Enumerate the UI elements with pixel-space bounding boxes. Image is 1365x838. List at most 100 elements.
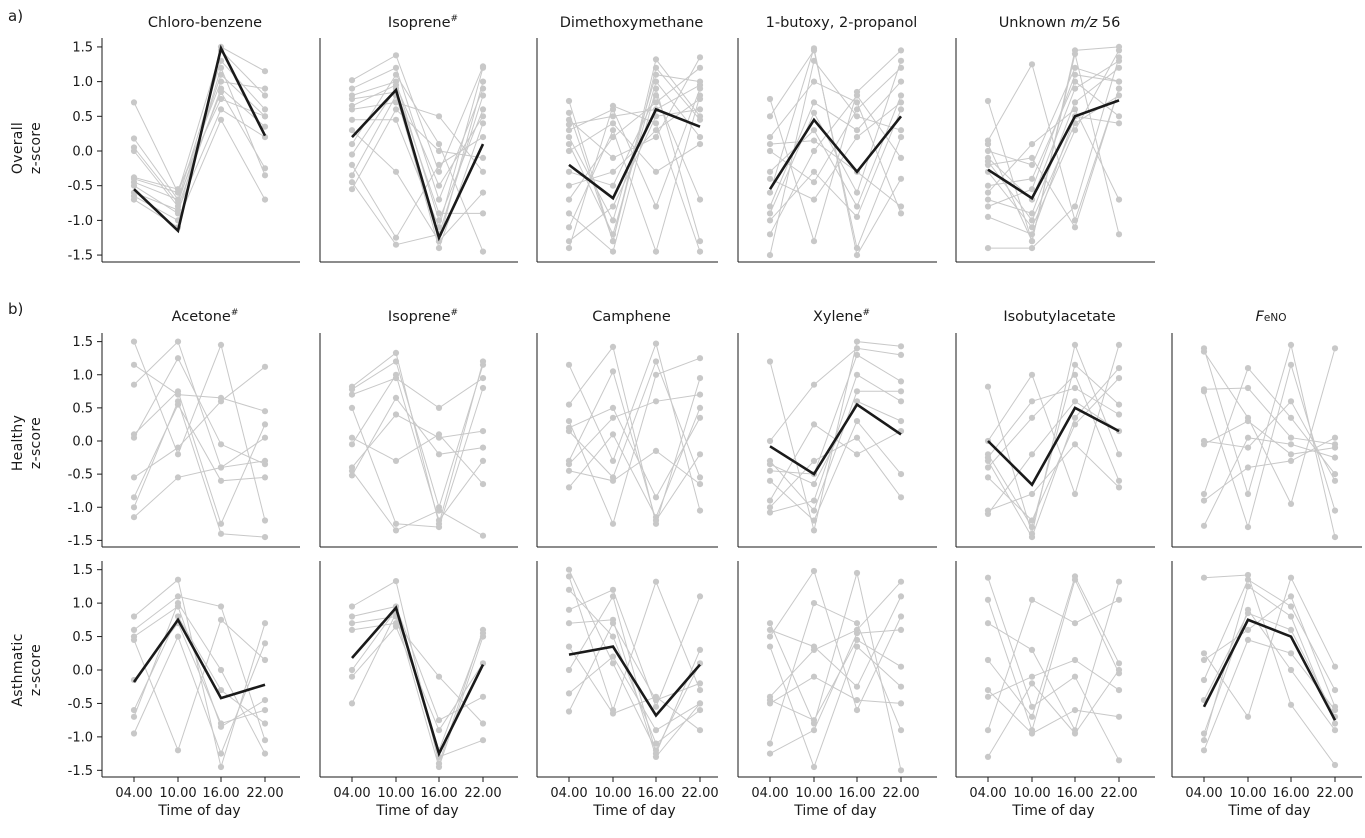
- panel-title: Isobutylacetate: [1003, 309, 1115, 325]
- individual-point: [609, 520, 617, 527]
- individual-point: [565, 467, 573, 474]
- individual-point: [435, 147, 443, 155]
- individual-line: [1203, 437, 1336, 501]
- individual-point: [897, 47, 905, 54]
- panel-title-italic: F: [1256, 309, 1265, 325]
- individual-line: [987, 581, 1120, 732]
- individual-point: [392, 527, 400, 534]
- individual-point: [609, 457, 617, 464]
- individual-point: [565, 224, 573, 231]
- individual-point: [853, 113, 861, 120]
- individual-line: [769, 596, 902, 688]
- individual-point: [174, 388, 182, 395]
- individual-point: [853, 707, 861, 714]
- individual-point: [130, 135, 138, 142]
- panel-letter-b: b): [8, 300, 23, 318]
- panel-3-5: 04.00 10.00 16.00 22.00 Time of day: [955, 561, 1155, 819]
- individual-point: [853, 92, 861, 99]
- individual-line: [568, 345, 701, 526]
- individual-point: [766, 461, 774, 468]
- individual-point: [261, 134, 269, 141]
- individual-point: [435, 434, 443, 441]
- individual-point: [1244, 576, 1252, 583]
- individual-point: [1200, 650, 1208, 657]
- individual-point: [174, 633, 182, 640]
- individual-point: [130, 626, 138, 634]
- individual-point: [696, 507, 704, 514]
- individual-line: [769, 60, 902, 214]
- individual-point: [1028, 680, 1036, 687]
- y-tick-label: 0.5: [72, 110, 93, 125]
- individual-point: [1071, 573, 1079, 580]
- individual-point: [435, 451, 443, 458]
- individual-line: [351, 73, 484, 252]
- individual-point: [479, 64, 487, 71]
- individual-point: [217, 464, 225, 471]
- y-tick-label: -1.5: [68, 534, 93, 549]
- individual-point: [696, 404, 704, 411]
- individual-point: [1071, 441, 1079, 448]
- individual-point: [348, 127, 356, 134]
- individual-point: [1200, 737, 1208, 744]
- individual-line: [769, 140, 902, 207]
- individual-line: [769, 645, 902, 769]
- individual-point: [479, 693, 487, 700]
- individual-point: [609, 710, 617, 717]
- individual-line: [133, 49, 266, 194]
- individual-line: [351, 387, 484, 528]
- individual-point: [1244, 434, 1252, 441]
- individual-point: [984, 693, 992, 700]
- individual-point: [130, 636, 138, 644]
- mean-trend-line: [769, 402, 902, 476]
- row-label-asthmatic-line2: z-score: [28, 644, 44, 696]
- individual-point: [1028, 175, 1036, 182]
- individual-point: [1331, 434, 1339, 441]
- panel-title-superscript: #: [451, 14, 459, 24]
- individual-point: [652, 398, 660, 405]
- individual-point: [609, 248, 617, 255]
- individual-point: [392, 358, 400, 365]
- individual-point: [130, 713, 138, 720]
- individual-point: [565, 690, 573, 697]
- panel-title: 1-butoxy, 2-propanol: [766, 15, 918, 31]
- individual-point: [696, 196, 704, 203]
- individual-point: [479, 737, 487, 744]
- individual-point: [1071, 730, 1079, 737]
- panel-title: Camphene: [592, 309, 671, 325]
- mean-trend-line: [351, 87, 485, 242]
- individual-line: [133, 366, 266, 478]
- individual-point: [479, 457, 487, 464]
- individual-point: [897, 99, 905, 106]
- individual-point: [261, 461, 269, 468]
- panel-2-2: Isoprene#: [319, 308, 518, 548]
- individual-point: [1287, 593, 1295, 600]
- individual-point: [766, 141, 774, 148]
- individual-point: [853, 630, 861, 637]
- panel-letter-a: a): [8, 7, 23, 25]
- panel-3-1: 1.5 1.0 0.5 0.0 -0.5 -1.0 -1.5 04.00 10.00 16.00 2…: [68, 561, 300, 819]
- individual-point: [565, 361, 573, 368]
- individual-point: [1244, 490, 1252, 498]
- individual-point: [766, 467, 774, 474]
- panel-title-text: Acetone: [172, 309, 231, 325]
- individual-point: [984, 474, 992, 481]
- individual-point: [853, 451, 861, 458]
- individual-line: [769, 109, 902, 221]
- individual-point: [853, 388, 861, 395]
- individual-point: [766, 633, 774, 640]
- individual-line: [987, 373, 1120, 481]
- individual-point: [174, 576, 182, 583]
- individual-point: [217, 398, 225, 405]
- panel-title-superscript: #: [451, 308, 459, 318]
- individual-point: [565, 109, 573, 116]
- individual-point: [565, 586, 573, 593]
- individual-point: [1287, 613, 1295, 620]
- individual-point: [1028, 398, 1036, 405]
- x-tick-label: 22.00: [1100, 786, 1137, 801]
- individual-point: [1071, 106, 1079, 113]
- individual-line: [133, 59, 266, 201]
- x-axis-label: Time of day: [592, 803, 675, 819]
- individual-point: [261, 750, 269, 757]
- individual-point: [853, 189, 861, 196]
- individual-point: [1028, 141, 1036, 148]
